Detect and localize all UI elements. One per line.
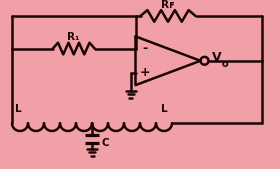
Text: Rꜰ: Rꜰ bbox=[161, 0, 175, 10]
Text: V: V bbox=[212, 51, 221, 64]
Text: o: o bbox=[221, 59, 228, 69]
Text: L: L bbox=[15, 104, 21, 114]
Text: +: + bbox=[139, 66, 150, 79]
Text: L: L bbox=[161, 104, 167, 114]
Text: R₁: R₁ bbox=[67, 32, 80, 42]
Text: -: - bbox=[142, 42, 147, 55]
Text: C: C bbox=[101, 138, 109, 148]
